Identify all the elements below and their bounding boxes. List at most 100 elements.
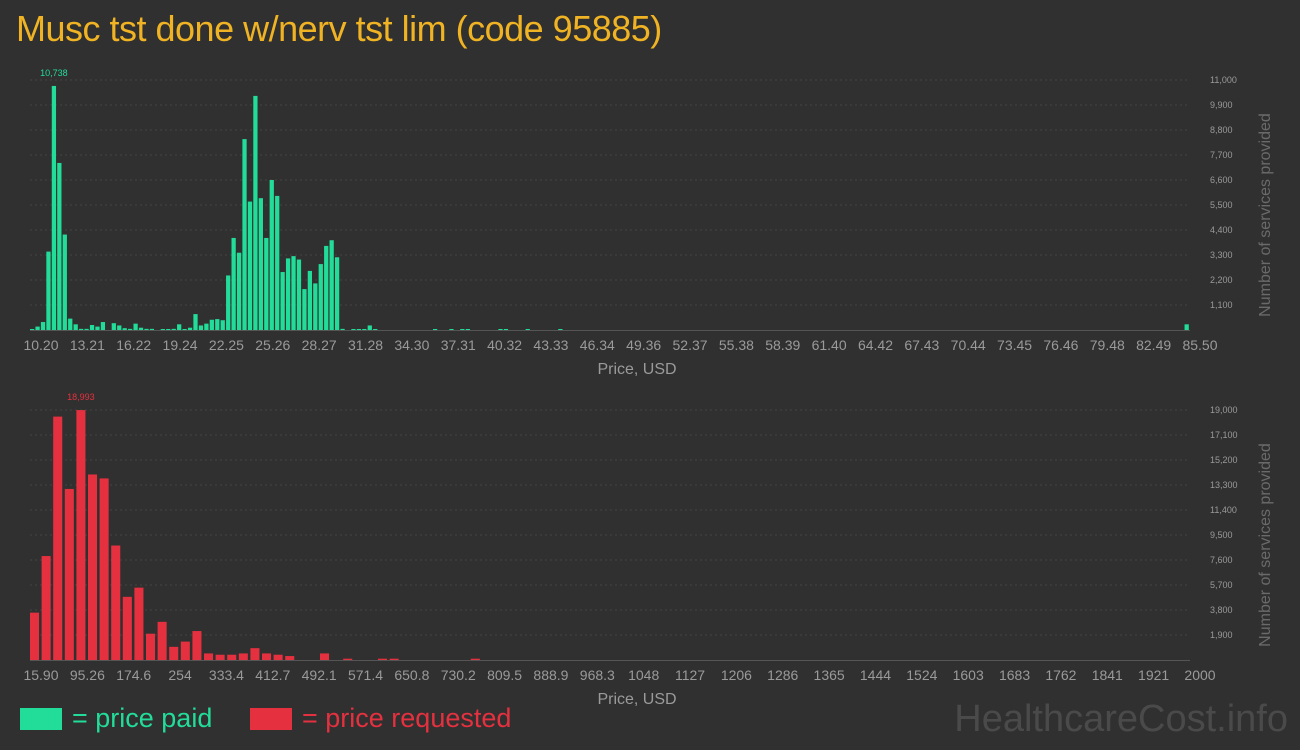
bar <box>40 322 46 330</box>
y-tick-label: 4,400 <box>1210 225 1233 235</box>
bar <box>356 329 362 330</box>
bar <box>258 198 263 330</box>
x-tick-label: 412.7 <box>255 667 290 683</box>
bar <box>51 85 57 330</box>
y-tick-label: 9,500 <box>1210 530 1233 540</box>
bar <box>30 329 35 330</box>
bar <box>558 329 563 330</box>
y-tick-label: 7,600 <box>1210 555 1233 565</box>
bar <box>146 633 156 660</box>
y-tick-label: 7,700 <box>1210 150 1233 160</box>
bar <box>343 658 353 660</box>
y-tick-label: 8,800 <box>1210 125 1233 135</box>
x-tick-label: 1206 <box>721 667 752 683</box>
bar <box>166 329 171 330</box>
bar <box>242 139 247 330</box>
x-tick-label: 16.22 <box>116 337 151 353</box>
bar <box>111 545 121 660</box>
x-tick-label: 58.39 <box>765 337 800 353</box>
bar <box>247 201 253 330</box>
bar <box>313 283 318 330</box>
bar <box>100 322 106 330</box>
bar <box>280 272 285 330</box>
bar <box>160 329 165 330</box>
bar <box>307 270 312 330</box>
y-tick-label: 3,800 <box>1210 605 1233 615</box>
bar <box>296 259 302 330</box>
bar <box>204 323 209 330</box>
watermark-brand: HealthcareCost.info <box>954 698 1288 740</box>
x-tick-label: 1762 <box>1045 667 1076 683</box>
bar <box>525 329 530 330</box>
x-tick-label: 82.49 <box>1136 337 1171 353</box>
bar <box>46 251 51 330</box>
bar <box>180 641 190 660</box>
x-tick-label: 55.38 <box>719 337 754 353</box>
bar <box>209 319 214 330</box>
bar <box>149 328 155 330</box>
x-tick-label: 73.45 <box>997 337 1032 353</box>
bar <box>182 329 187 330</box>
bar <box>169 646 179 660</box>
bar <box>84 328 89 330</box>
bar <box>68 318 73 330</box>
x-tick-label: 1524 <box>906 667 937 683</box>
bar <box>334 257 340 330</box>
bar <box>470 658 480 660</box>
bar <box>53 416 63 660</box>
x-tick-label: 1921 <box>1138 667 1169 683</box>
bar <box>95 326 100 330</box>
bar <box>373 329 378 330</box>
x-tick-label: 1127 <box>675 667 705 683</box>
bar <box>122 328 127 330</box>
y-tick-label: 6,600 <box>1210 175 1233 185</box>
y-tick-label: 9,900 <box>1210 100 1233 110</box>
bar <box>291 256 296 330</box>
y-tick-label: 15,200 <box>1210 455 1238 465</box>
y-tick-label: 11,400 <box>1210 505 1237 515</box>
y-tick-label: 1,100 <box>1210 300 1233 310</box>
bar <box>433 329 438 330</box>
bar <box>362 329 367 330</box>
legend-swatch-paid <box>20 707 62 730</box>
bar <box>76 410 86 660</box>
y-axis-title: Number of services provided <box>1257 443 1274 647</box>
x-tick-label: 968.3 <box>580 667 615 683</box>
bar <box>273 654 283 660</box>
bar <box>79 328 84 330</box>
bar <box>57 162 62 330</box>
bar <box>64 488 74 660</box>
x-tick-label: 28.27 <box>302 337 337 353</box>
legend-label-requested: = price requested <box>302 703 512 733</box>
bar <box>503 329 509 330</box>
x-tick-label: 254 <box>168 667 192 683</box>
bar <box>215 654 225 660</box>
bar <box>227 654 237 660</box>
bar <box>144 328 149 330</box>
x-tick-label: 79.48 <box>1090 337 1125 353</box>
bar <box>275 195 280 330</box>
bar <box>236 252 242 330</box>
x-tick-label: 10.20 <box>23 337 58 353</box>
bar <box>122 596 132 660</box>
bar <box>30 612 40 660</box>
bar <box>215 319 220 330</box>
y-tick-label: 19,000 <box>1210 405 1238 415</box>
bar <box>99 478 109 660</box>
x-tick-label: 1048 <box>628 667 659 683</box>
bar <box>250 648 260 660</box>
bar <box>171 328 176 330</box>
bar <box>198 325 204 330</box>
x-tick-label: 43.33 <box>533 337 568 353</box>
x-tick-label: 13.21 <box>70 337 105 353</box>
y-tick-label: 3,300 <box>1210 250 1233 260</box>
bar <box>226 275 231 330</box>
legend-label-paid: = price paid <box>72 703 213 733</box>
bar <box>231 237 236 330</box>
x-tick-label: 25.26 <box>255 337 290 353</box>
x-tick-label: 95.26 <box>70 667 105 683</box>
peak-value-label: 18,993 <box>67 392 95 402</box>
x-tick-label: 174.6 <box>116 667 151 683</box>
x-tick-label: 37.31 <box>441 337 476 353</box>
bar <box>157 621 167 660</box>
